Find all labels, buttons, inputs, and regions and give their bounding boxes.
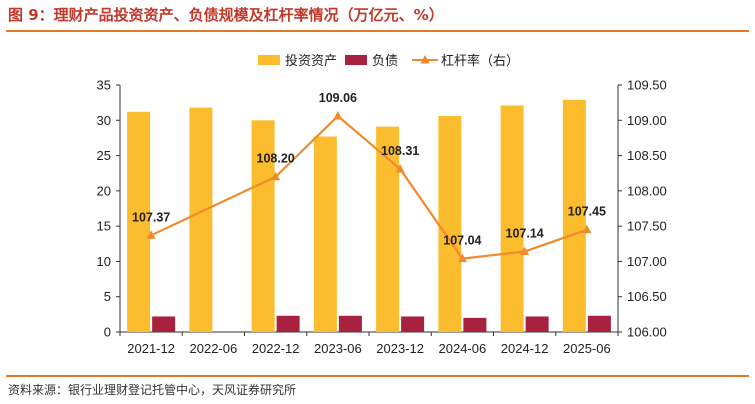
x-tick-label: 2023-12: [376, 341, 424, 356]
leverage-point: [271, 171, 281, 181]
x-tick-label: 2024-06: [439, 341, 487, 356]
investment-bar: [127, 111, 151, 333]
investment-bar: [376, 126, 400, 332]
right-tick-label: 107.50: [627, 219, 667, 234]
right-tick-label: 106.50: [627, 289, 667, 304]
legend-swatch: [345, 55, 367, 65]
left-tick-label: 35: [97, 78, 111, 93]
investment-bar: [189, 107, 213, 332]
x-tick-label: 2022-06: [190, 341, 238, 356]
leverage-data-label: 107.45: [568, 205, 606, 219]
top-divider: [6, 30, 749, 32]
x-tick-label: 2021-12: [127, 341, 175, 356]
left-tick-label: 5: [104, 289, 111, 304]
bottom-divider: [6, 375, 749, 377]
x-tick-label: 2023-06: [314, 341, 362, 356]
right-tick-label: 109.50: [627, 78, 667, 93]
legend-label: 投资资产: [285, 53, 337, 68]
left-tick-label: 10: [97, 254, 111, 269]
legend-triangle-marker: [420, 55, 430, 64]
left-tick-label: 20: [97, 183, 111, 198]
debt-bar: [587, 315, 611, 332]
debt-bar: [276, 315, 300, 332]
right-tick-label: 106.00: [627, 325, 667, 340]
leverage-data-label: 108.31: [381, 144, 419, 158]
legend-item: 投资资产: [258, 53, 337, 68]
debt-bar: [338, 315, 362, 332]
leverage-point: [582, 224, 592, 234]
left-tick-label: 25: [97, 148, 111, 163]
x-tick-label: 2025-06: [563, 341, 611, 356]
leverage-point: [457, 253, 467, 263]
legend-item: 负债: [345, 53, 398, 68]
leverage-data-label: 108.20: [257, 152, 295, 166]
right-tick-label: 107.00: [627, 254, 667, 269]
right-tick-label: 109.00: [627, 113, 667, 128]
leverage-line: 107.37 108.20 109.06 108.31 107.04 107.14 107.…: [132, 91, 606, 263]
leverage-data-label: 109.06: [319, 91, 357, 105]
investment-bar: [438, 116, 462, 333]
debt-bar: [463, 317, 487, 332]
legend-item: 杠杆率（右）: [412, 53, 519, 68]
legend-label: 负债: [372, 53, 398, 68]
left-tick-label: 30: [97, 113, 111, 128]
investment-bar: [313, 136, 337, 332]
leverage-point: [146, 230, 156, 239]
legend-label: 杠杆率（右）: [441, 53, 519, 68]
bars: [127, 99, 611, 333]
leverage-data-label: 107.37: [132, 210, 170, 224]
leverage-point: [395, 163, 405, 173]
investment-bar: [562, 99, 586, 332]
leverage-data-label: 107.04: [443, 234, 481, 248]
right-tick-label: 108.00: [627, 183, 667, 198]
investment-bar: [500, 105, 524, 332]
leverage-point: [520, 246, 530, 256]
investment-bar: [251, 120, 275, 333]
left-tick-label: 15: [97, 219, 111, 234]
source-note: 资料来源：银行业理财登记托管中心，天风证券研究所: [8, 383, 297, 397]
leverage-point: [333, 111, 343, 120]
leverage-data-label: 107.14: [506, 227, 544, 241]
right-tick-label: 108.50: [627, 148, 667, 163]
debt-bar: [525, 316, 549, 332]
axes: 0 5 10 15 20 25 30 35 106.00 106.50 107.00 107.50 10…: [97, 78, 667, 357]
legend: 投资资产 负债 杠杆率（右）: [258, 53, 519, 68]
debt-bar: [401, 316, 425, 332]
legend-swatch: [258, 55, 280, 65]
chart-title: 图 9：理财产品投资资产、负债规模及杠杆率情况（万亿元、%）: [8, 6, 444, 24]
left-tick-label: 0: [104, 325, 111, 340]
x-tick-label: 2022-12: [252, 341, 300, 356]
debt-bar: [152, 316, 176, 332]
x-tick-label: 2024-12: [501, 341, 549, 356]
